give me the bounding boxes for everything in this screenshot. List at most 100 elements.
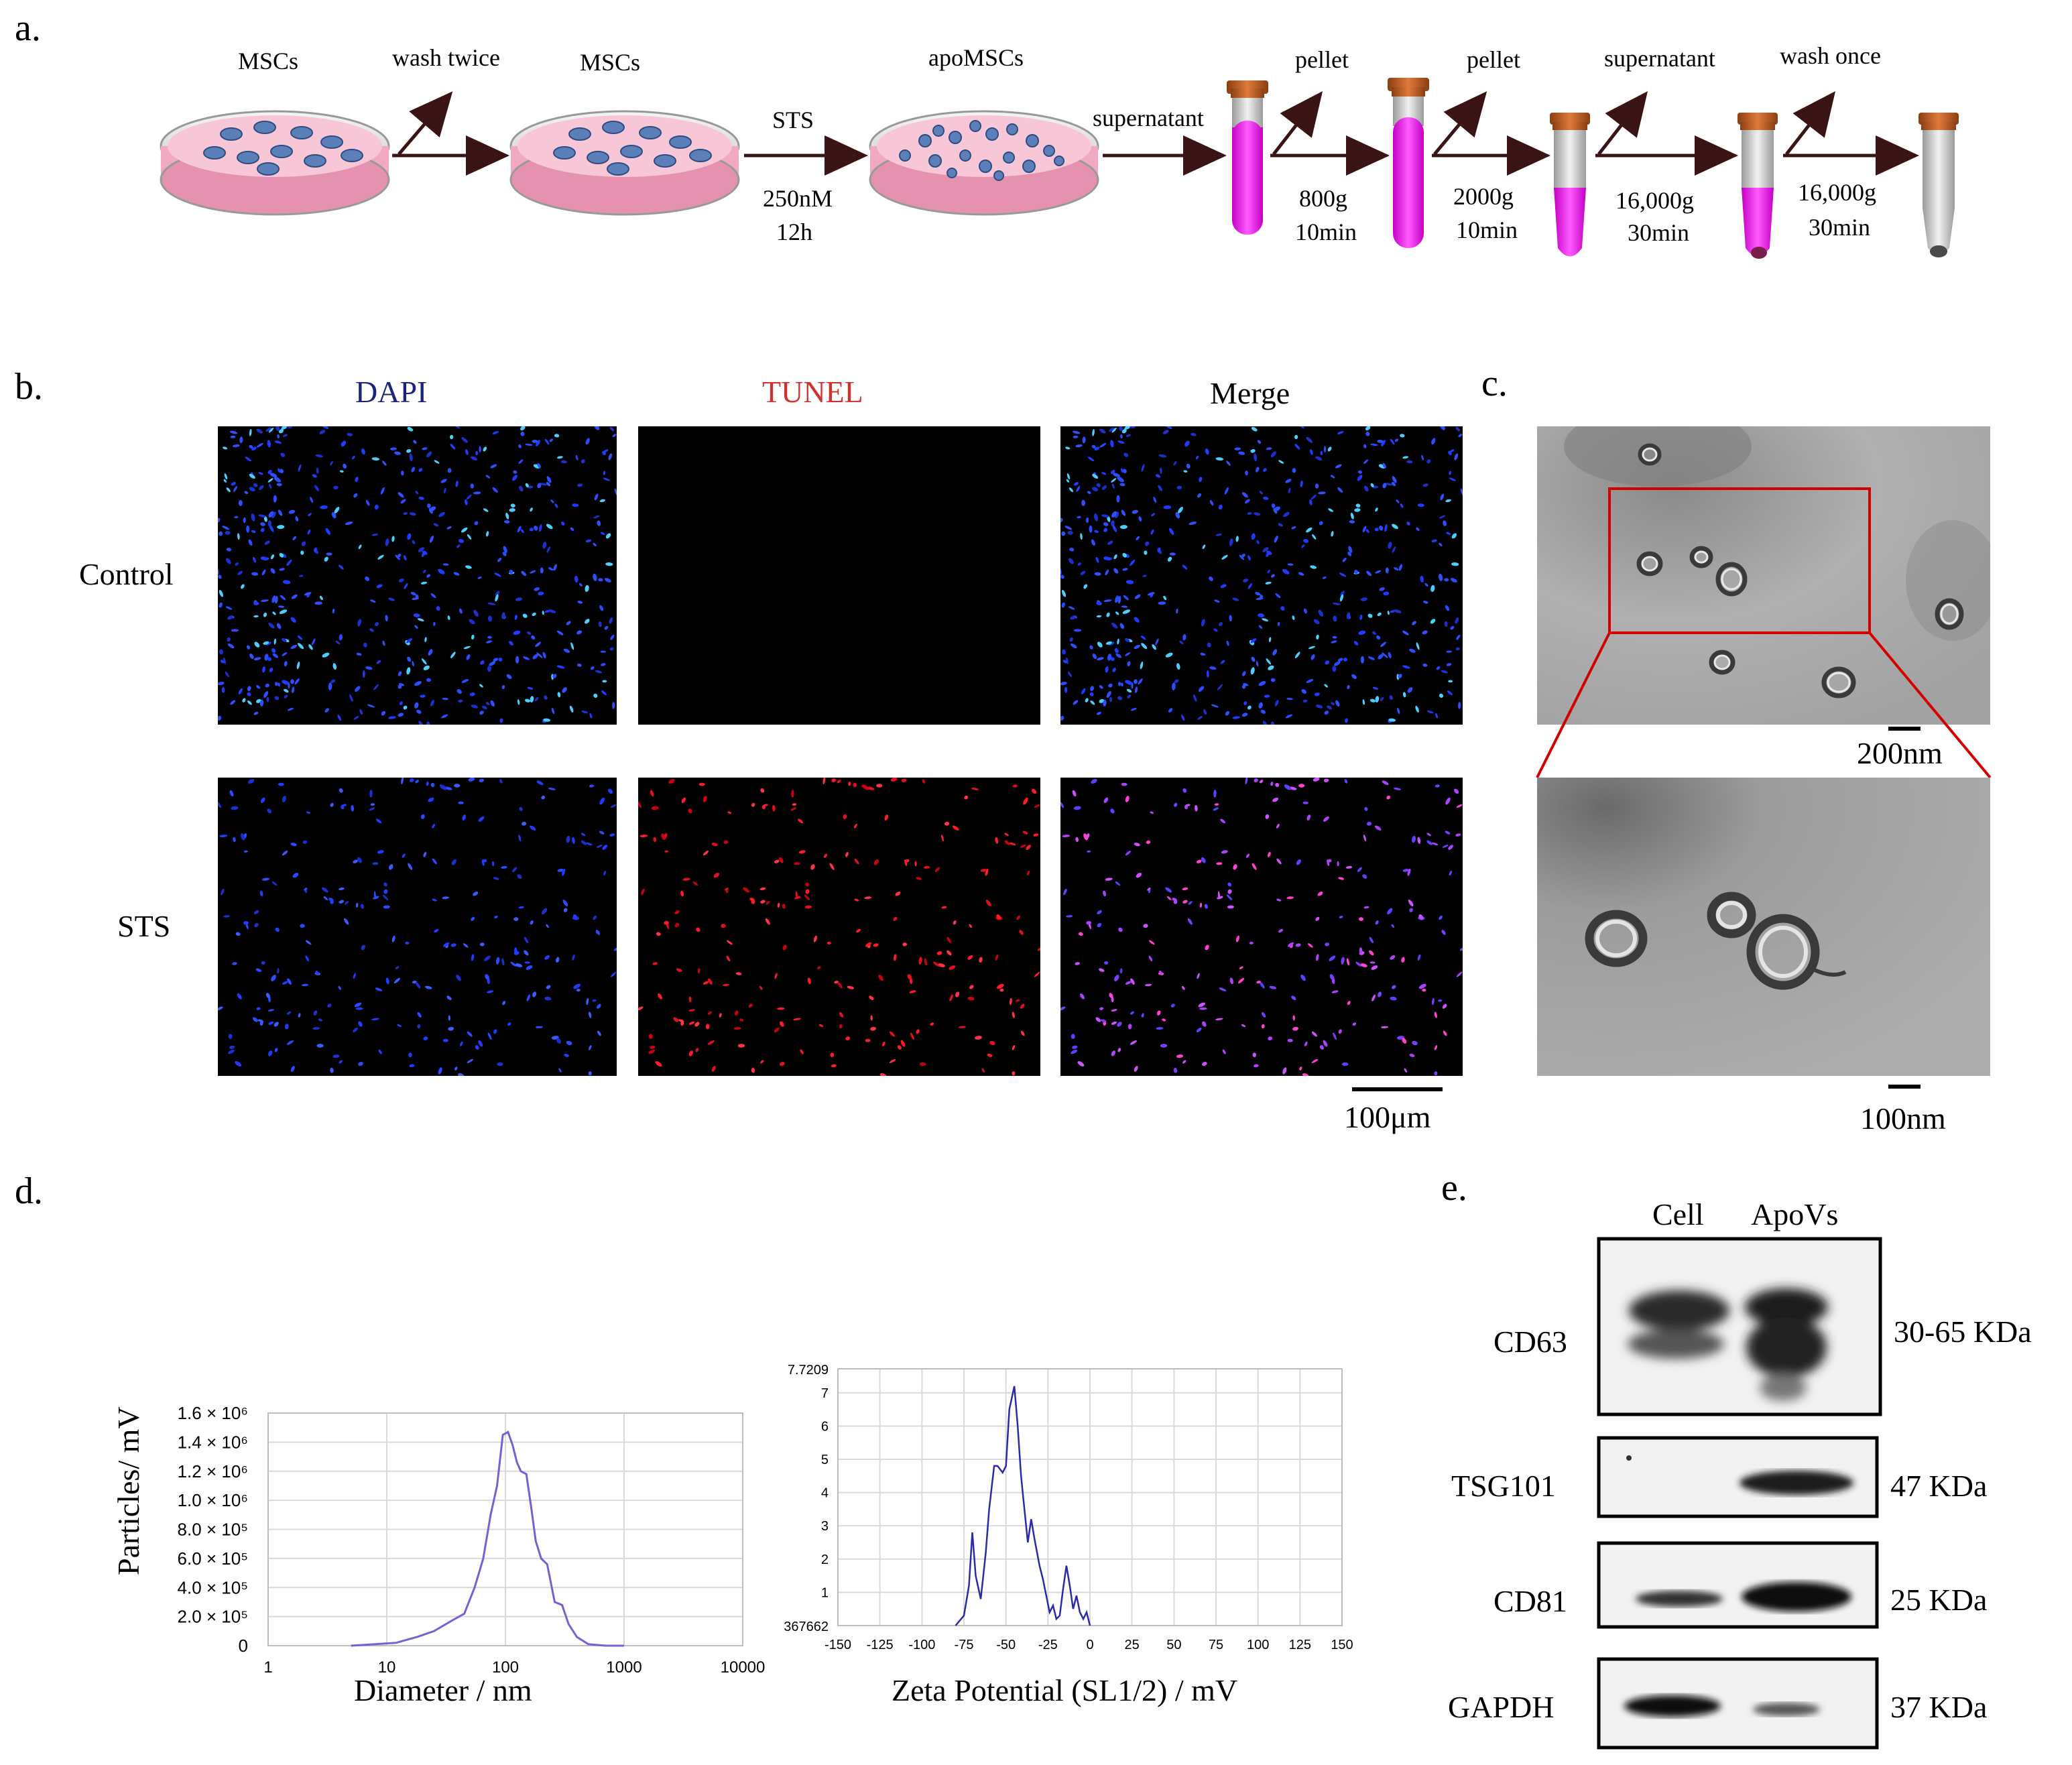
cell-nucleus xyxy=(1371,965,1378,970)
cell-nucleus xyxy=(577,601,583,604)
cell-nucleus xyxy=(1372,631,1376,635)
chart1-x-tick-label: 10 xyxy=(378,1658,396,1677)
cell-nucleus xyxy=(424,637,427,642)
cell-nucleus xyxy=(253,615,259,618)
cell-nucleus xyxy=(845,851,849,857)
cell-nucleus xyxy=(572,837,575,844)
cell-nucleus xyxy=(1121,429,1127,434)
cell-nucleus xyxy=(544,996,552,1001)
cell-nucleus xyxy=(301,541,306,546)
cell-nucleus xyxy=(316,1044,324,1048)
step6-cond2: 30min xyxy=(1628,219,1690,246)
cell-nucleus xyxy=(1176,485,1182,490)
cell-nucleus xyxy=(1174,679,1179,683)
cell-nucleus xyxy=(418,721,424,725)
cell-nucleus xyxy=(490,464,497,469)
cell-nucleus xyxy=(269,668,273,672)
cell-nucleus xyxy=(1091,778,1097,784)
cell-nucleus xyxy=(1181,985,1185,990)
cell-nucleus xyxy=(226,548,232,552)
cell-nucleus xyxy=(442,896,450,900)
cell-nucleus xyxy=(556,665,565,669)
cell-nucleus xyxy=(268,1021,274,1025)
cell-nucleus xyxy=(1368,656,1375,660)
cell-nucleus xyxy=(400,471,404,476)
cell-nucleus xyxy=(1309,499,1313,505)
cell-nucleus xyxy=(450,943,456,947)
cell-nucleus xyxy=(1195,804,1198,812)
cell-nucleus xyxy=(1398,564,1402,571)
cell-nucleus xyxy=(1115,595,1119,603)
chart1-y-tick-label: 1.6 × 10⁶ xyxy=(178,1403,248,1423)
cell-nucleus xyxy=(697,968,700,974)
cell-nucleus xyxy=(1075,444,1083,448)
cell-nucleus xyxy=(494,572,501,577)
cell-nucleus xyxy=(1094,446,1100,451)
cell-nucleus xyxy=(1292,468,1296,473)
cell-nucleus xyxy=(1073,700,1079,705)
cell-nucleus xyxy=(413,613,420,617)
cell-nucleus xyxy=(1304,1041,1308,1046)
cell-nucleus xyxy=(542,542,547,549)
cell-nucleus xyxy=(719,1013,722,1018)
cell-nucleus xyxy=(581,710,589,714)
cell-nucleus xyxy=(1216,862,1223,865)
cell-nucleus xyxy=(542,652,546,659)
cell-nucleus xyxy=(1162,430,1169,434)
cell-nucleus xyxy=(1167,896,1172,900)
cell-nucleus xyxy=(330,679,336,683)
blot-row-label-cd63: CD63 xyxy=(1494,1325,1567,1359)
step7-label: wash once xyxy=(1780,42,1881,69)
cell-nucleus xyxy=(1179,640,1184,645)
cell-nucleus xyxy=(1430,585,1435,593)
cell-nucleus xyxy=(1114,511,1119,519)
cell-nucleus xyxy=(1101,514,1109,518)
cell-nucleus xyxy=(588,1012,592,1018)
cell-nucleus xyxy=(941,906,947,909)
cell-nucleus xyxy=(361,448,365,455)
cell-nucleus xyxy=(299,574,304,577)
cell-nucleus xyxy=(424,985,432,989)
cell-nucleus xyxy=(1117,1048,1121,1052)
cell-nucleus xyxy=(397,553,402,558)
cell-nucleus xyxy=(409,512,416,516)
cell-nucleus xyxy=(218,1006,223,1011)
cell-nucleus xyxy=(1369,950,1374,956)
cell-nucleus xyxy=(1124,637,1130,642)
cell-nucleus xyxy=(572,914,578,920)
blot-box-cd63 xyxy=(1597,1237,1882,1416)
cell-nucleus xyxy=(403,555,407,561)
cell-nucleus xyxy=(1122,609,1130,614)
cell-nucleus xyxy=(377,554,384,560)
cell-nucleus xyxy=(245,457,252,462)
cell-nucleus xyxy=(469,692,475,696)
cell-nucleus xyxy=(1370,443,1378,446)
cell-nucleus xyxy=(1269,985,1277,989)
cell-nucleus xyxy=(232,962,237,965)
cell-nucleus xyxy=(1375,570,1382,574)
cell-nucleus xyxy=(377,850,384,854)
cell-nucleus xyxy=(723,840,729,845)
cell-nucleus xyxy=(1347,1001,1351,1006)
chart2-x-tick-label: 25 xyxy=(1125,1638,1140,1652)
cell-nucleus xyxy=(267,478,273,483)
cell-nucleus xyxy=(278,782,284,786)
cell-nucleus xyxy=(947,936,951,943)
cell-nucleus xyxy=(446,995,452,1001)
cell-nucleus xyxy=(1455,617,1459,624)
cell-nucleus xyxy=(270,568,276,574)
cell-nucleus xyxy=(374,622,379,627)
cell-nucleus xyxy=(481,859,485,867)
cell-nucleus xyxy=(1446,532,1451,535)
chart2-y-min-label: 367662 xyxy=(784,1620,829,1634)
cell-nucleus xyxy=(1363,834,1366,842)
cell-nucleus xyxy=(1276,823,1280,829)
cell-nucleus xyxy=(1125,434,1131,437)
cell-nucleus xyxy=(1241,1024,1246,1028)
cell-nucleus xyxy=(1069,606,1075,610)
cell-nucleus xyxy=(1069,558,1074,564)
cell-nucleus xyxy=(1109,427,1115,432)
cell-nucleus xyxy=(1387,908,1393,915)
cell-nucleus xyxy=(602,845,607,850)
cell-nucleus xyxy=(408,863,413,870)
